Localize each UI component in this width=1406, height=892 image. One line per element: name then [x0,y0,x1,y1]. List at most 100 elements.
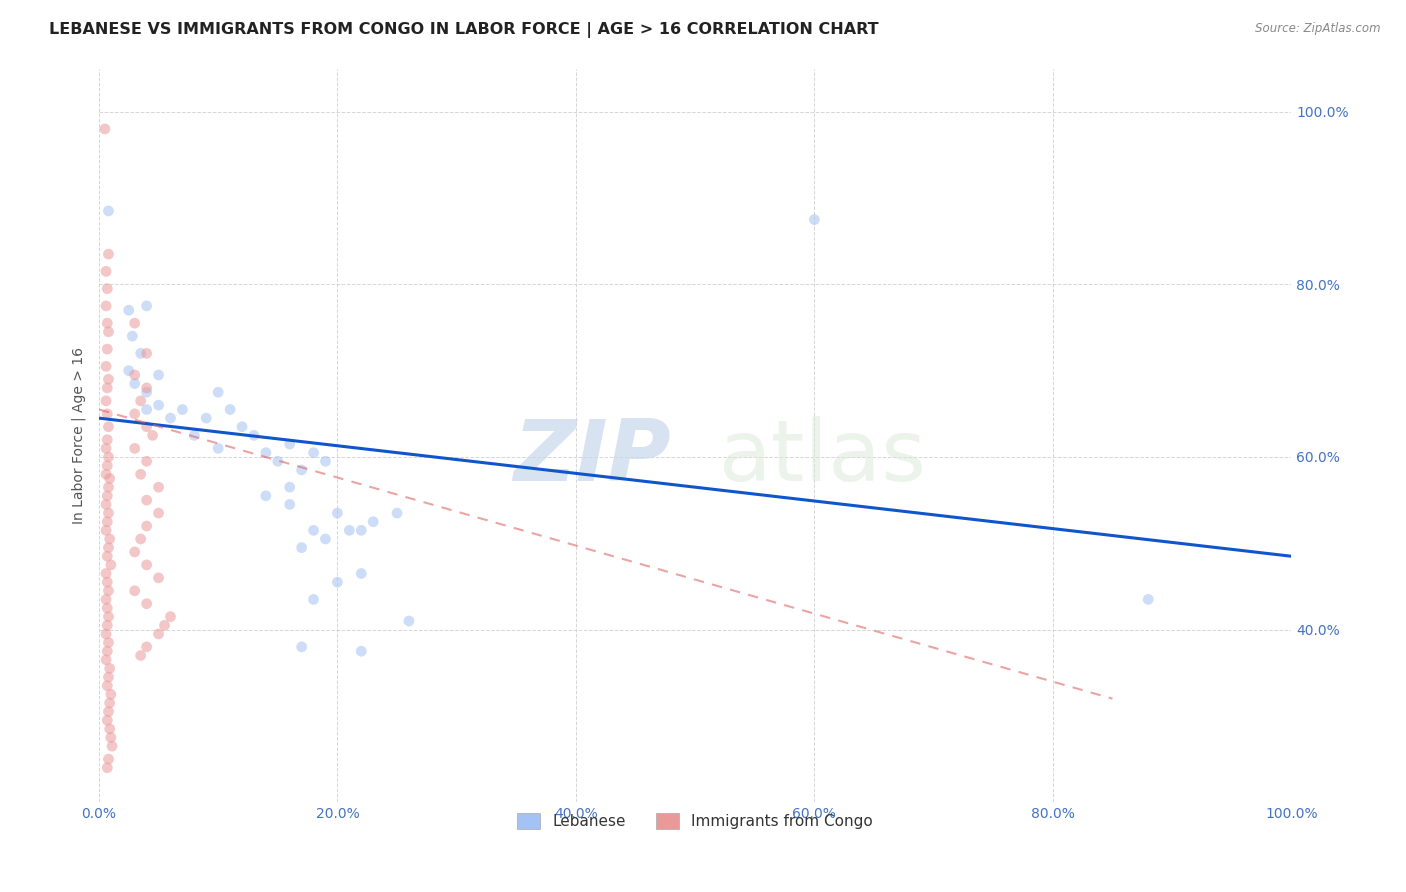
Point [291,463,314,477]
Point [350,524,373,538]
Point [97,480,120,494]
Point [129,393,152,408]
Point [302,524,325,538]
Legend: Lebanese, Immigrants from Congo: Lebanese, Immigrants from Congo [510,806,879,835]
Point [124,316,146,330]
Point [96,342,118,356]
Point [159,411,181,425]
Point [315,532,337,546]
Point [94,393,117,408]
Point [135,597,157,611]
Text: Source: ZipAtlas.com: Source: ZipAtlas.com [1256,22,1381,36]
Point [94,264,117,278]
Point [195,411,218,425]
Point [96,713,118,727]
Point [278,437,301,451]
Point [98,696,121,710]
Point [94,467,117,482]
Text: LEBANESE VS IMMIGRANTS FROM CONGO IN LABOR FORCE | AGE > 16 CORRELATION CHART: LEBANESE VS IMMIGRANTS FROM CONGO IN LAB… [49,22,879,38]
Point [302,592,325,607]
Point [97,583,120,598]
Point [302,445,325,459]
Point [100,558,122,572]
Point [148,368,170,382]
Point [94,299,117,313]
Point [96,761,118,775]
Point [361,515,384,529]
Point [97,506,120,520]
Point [291,541,314,555]
Point [124,583,146,598]
Y-axis label: In Labor Force | Age > 16: In Labor Force | Age > 16 [72,347,86,524]
Point [207,442,229,456]
Point [118,303,141,318]
Point [278,480,301,494]
Point [96,515,118,529]
Point [183,428,205,442]
Point [148,627,170,641]
Point [94,359,117,374]
Point [121,329,143,343]
Point [135,558,157,572]
Point [207,385,229,400]
Point [129,467,152,482]
Point [350,566,373,581]
Point [398,614,420,628]
Point [267,454,290,468]
Point [291,640,314,654]
Point [129,346,152,360]
Point [243,428,266,442]
Point [96,282,118,296]
Point [97,635,120,649]
Point [254,489,277,503]
Point [337,524,360,538]
Point [96,601,118,615]
Point [135,381,157,395]
Point [101,739,124,753]
Point [94,592,117,607]
Point [94,122,117,136]
Text: ZIP: ZIP [513,416,671,499]
Point [142,428,165,442]
Point [129,648,152,663]
Point [135,299,157,313]
Point [96,575,118,590]
Point [148,571,170,585]
Point [96,316,118,330]
Point [94,566,117,581]
Point [135,493,157,508]
Point [100,731,122,745]
Point [94,442,117,456]
Point [96,549,118,564]
Point [350,644,373,658]
Point [97,247,120,261]
Point [172,402,194,417]
Point [96,433,118,447]
Point [96,618,118,632]
Point [231,419,253,434]
Point [803,212,825,227]
Point [385,506,408,520]
Point [97,450,120,464]
Point [153,618,176,632]
Point [94,498,117,512]
Point [97,752,120,766]
Point [124,442,146,456]
Point [124,376,146,391]
Point [135,640,157,654]
Point [118,364,141,378]
Point [97,372,120,386]
Point [98,471,121,485]
Point [326,575,349,590]
Point [135,385,157,400]
Point [1137,592,1160,607]
Point [100,687,122,701]
Point [98,532,121,546]
Point [278,498,301,512]
Point [97,419,120,434]
Point [135,419,157,434]
Point [96,644,118,658]
Point [148,506,170,520]
Point [326,506,349,520]
Point [135,454,157,468]
